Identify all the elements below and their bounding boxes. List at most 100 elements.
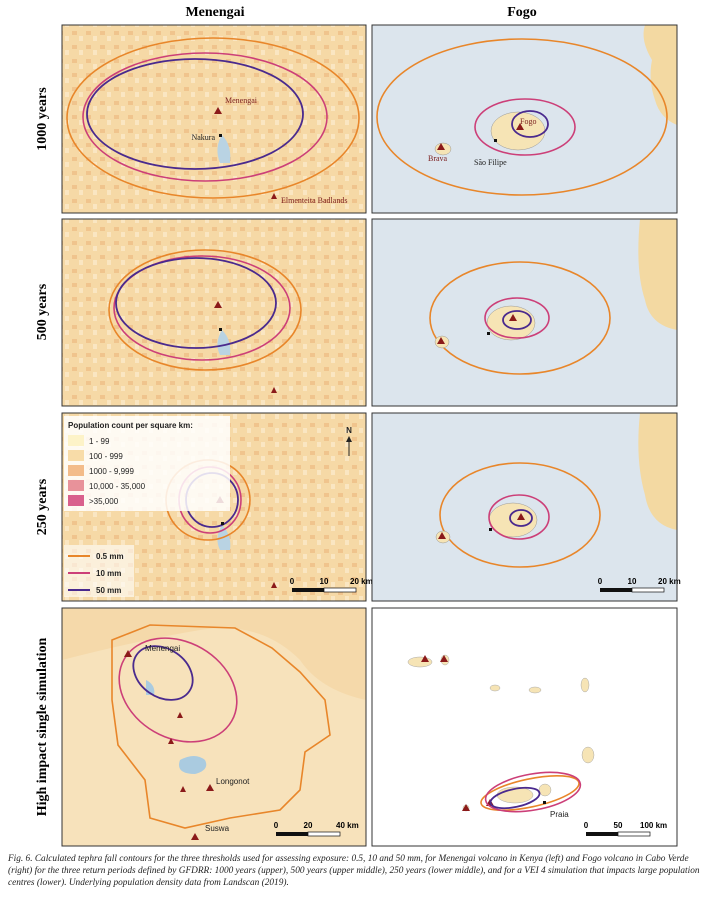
map-ellipse xyxy=(538,783,552,797)
map-ellipse xyxy=(488,494,550,540)
legend-item: 1000 - 9,999 xyxy=(89,467,134,476)
map-rect xyxy=(323,587,357,593)
map-polygon xyxy=(214,301,222,308)
scale-label: 40 km xyxy=(336,821,359,830)
scale-label: 10 xyxy=(320,577,329,586)
map-ellipse xyxy=(474,98,576,156)
scale-label: 0 xyxy=(598,577,603,586)
map-rect xyxy=(543,801,546,804)
map-polygon xyxy=(421,655,429,662)
map-polygon xyxy=(438,532,446,539)
map-polygon xyxy=(517,513,525,520)
map-label: Fogo xyxy=(520,117,536,126)
map-rect xyxy=(631,587,665,593)
figure: Menengai Fogo 1000 years 500 years 250 y… xyxy=(35,5,681,847)
map-label: Longonot xyxy=(216,777,250,786)
map-menengai-250: Population count per square km: 1 - 99 1… xyxy=(62,413,366,601)
map-rect xyxy=(292,588,324,592)
map-rect xyxy=(61,412,367,602)
map-path xyxy=(111,624,331,829)
scale-label: 10 xyxy=(628,577,637,586)
map-ellipse xyxy=(118,637,238,743)
map-rect xyxy=(600,588,632,592)
map-label: Praia xyxy=(550,810,569,819)
map-polygon xyxy=(509,314,517,321)
map-rect xyxy=(62,219,366,406)
scale-bar: 0 10 20 km xyxy=(598,577,681,593)
map-rect xyxy=(68,465,84,476)
map-polygon xyxy=(180,786,186,792)
map-polygon xyxy=(214,107,222,114)
map-rect xyxy=(371,24,678,214)
map-ellipse xyxy=(429,261,611,375)
map-polygon xyxy=(271,193,277,199)
legend-item: 10 mm xyxy=(96,569,121,578)
north-arrow: N xyxy=(346,426,352,435)
map-rect xyxy=(371,218,678,407)
map-polygon xyxy=(168,738,174,744)
map-polygon xyxy=(346,436,352,442)
map-ellipse xyxy=(108,249,302,371)
legend-item: 10,000 - 35,000 xyxy=(89,482,146,491)
map-rect xyxy=(61,24,367,214)
map-rect xyxy=(489,528,492,531)
map-ellipse xyxy=(115,257,277,349)
map-label: Menengai xyxy=(145,644,180,653)
map-rect xyxy=(61,607,367,847)
map-rect xyxy=(68,450,84,461)
map-ellipse xyxy=(484,297,550,339)
map-menengai-1000: Menengai Nakura Elmenteita Badlands xyxy=(62,25,366,213)
scale-label: 0 xyxy=(274,821,279,830)
column-header: Menengai xyxy=(185,5,244,20)
map-rect xyxy=(276,832,308,836)
map-polygon xyxy=(124,650,132,657)
column-header: Fogo xyxy=(507,5,537,20)
map-ellipse xyxy=(82,52,328,182)
map-fogo-1000: Fogo Brava São Filipe xyxy=(372,25,677,213)
scale-label: 50 xyxy=(614,821,623,830)
map-label: Menengai xyxy=(225,96,258,105)
legend-item: 50 mm xyxy=(96,586,121,595)
map-rect xyxy=(219,328,222,331)
map-rect xyxy=(494,139,497,142)
map-path xyxy=(179,756,207,774)
row-label: 500 years xyxy=(35,283,50,340)
map-ellipse xyxy=(490,111,546,151)
map-fogo-500 xyxy=(372,219,677,406)
map-ellipse xyxy=(484,771,582,813)
map-rect xyxy=(62,25,366,213)
figure-caption: Fig. 6. Calculated tephra fall contours … xyxy=(8,854,700,888)
map-rect xyxy=(221,522,224,525)
scale-bar: 0 20 40 km xyxy=(274,821,359,837)
map-ellipse xyxy=(509,509,533,527)
map-label: Elmenteita Badlands xyxy=(281,196,347,205)
map-fogo-high: Praia xyxy=(372,608,677,846)
map-rect xyxy=(307,831,341,837)
map-menengai-500 xyxy=(62,219,366,406)
map-ellipse xyxy=(528,686,542,694)
map-rect xyxy=(371,607,678,847)
map-ellipse xyxy=(113,255,291,361)
scale-label: 0 xyxy=(290,577,295,586)
map-polygon xyxy=(440,655,448,662)
scale-label: 20 km xyxy=(350,577,373,586)
map-rect xyxy=(617,831,651,837)
map-path xyxy=(643,25,677,125)
scale-bar: 0 10 20 km xyxy=(290,577,373,593)
map-rect xyxy=(487,332,490,335)
map-path xyxy=(638,413,677,530)
scale-label: 100 km xyxy=(640,821,667,830)
row-label: 1000 years xyxy=(35,87,50,151)
map-ellipse xyxy=(580,677,590,693)
map-polygon xyxy=(516,123,524,130)
map-rect xyxy=(371,412,678,602)
map-polygon xyxy=(206,784,214,791)
scale-label: 0 xyxy=(584,821,589,830)
map-label: Suswa xyxy=(205,824,230,833)
map-ellipse xyxy=(86,58,304,170)
scale-label: 20 km xyxy=(658,577,681,586)
scale-label: 20 xyxy=(304,821,313,830)
map-ellipse xyxy=(486,305,536,341)
map-polygon xyxy=(177,712,183,718)
